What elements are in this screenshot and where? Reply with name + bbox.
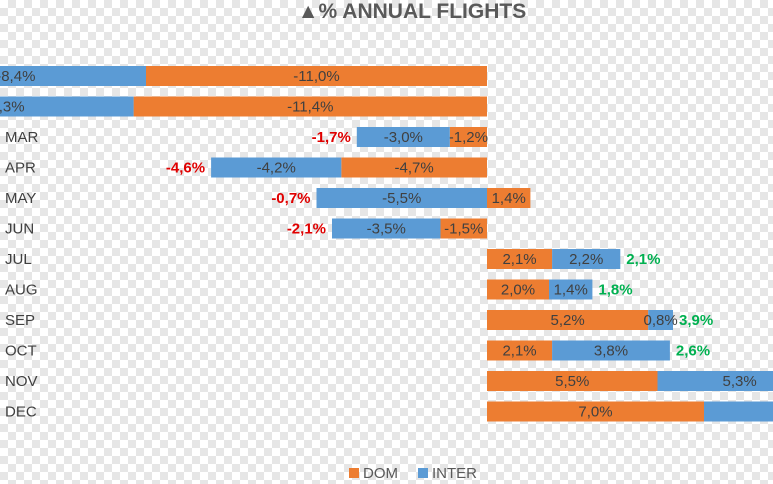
dom-bar-jul <box>487 249 553 269</box>
dom-value-label-sep: 5,2% <box>550 312 584 329</box>
inter-value-label-nov: 5,3% <box>723 373 757 390</box>
month-label-apr: APR <box>5 160 36 177</box>
dom-value-label-jun: -1,5% <box>444 221 483 238</box>
dom-value-label-jul: 2,1% <box>502 251 536 268</box>
total-label-sep: 3,9% <box>679 312 713 329</box>
inter-bar-jul <box>552 249 621 269</box>
month-label-jun: JUN <box>5 221 34 238</box>
inter-bar-jun <box>332 218 441 239</box>
inter-bar-oct <box>552 340 670 361</box>
dom-value-label-jan: -11,0% <box>293 68 339 85</box>
legend-swatch-dom <box>349 468 359 478</box>
dom-value-label-mar: -1,2% <box>449 129 488 146</box>
dom-value-label-may: 1,4% <box>492 190 526 207</box>
month-label-nov: NOV <box>5 373 38 390</box>
inter-value-label-sep: 0,8% <box>643 312 677 329</box>
dom-value-label-apr: -4,7% <box>395 160 434 177</box>
month-label-dec: DEC <box>5 404 37 421</box>
inter-value-label-aug: 1,4% <box>554 282 588 299</box>
dom-value-label-feb: -11,4% <box>287 99 333 116</box>
inter-bar-nov <box>657 371 773 391</box>
inter-bar-feb <box>0 96 134 117</box>
dom-bar-may <box>487 188 531 208</box>
inter-value-label-oct: 3,8% <box>594 343 628 360</box>
inter-value-label-mar: -3,0% <box>384 129 423 146</box>
inter-bar-apr <box>211 157 342 178</box>
inter-value-label-apr: -4,2% <box>257 160 296 177</box>
dom-bar-aug <box>487 279 549 300</box>
dom-value-label-oct: 2,1% <box>502 343 536 360</box>
inter-bar-jan <box>0 66 146 86</box>
dom-bar-apr <box>341 157 487 178</box>
total-label-may: -0,7% <box>271 190 310 207</box>
legend-label-inter: INTER <box>432 465 477 482</box>
dom-bar-feb <box>133 96 487 117</box>
inter-bar-sep <box>648 310 673 330</box>
chart-title: ▲% ANNUAL FLIGHTS <box>298 0 526 23</box>
total-label-apr: -4,6% <box>166 160 205 177</box>
total-label-aug: 1,8% <box>598 282 632 299</box>
inter-value-label-jul: 2,2% <box>569 251 603 268</box>
month-label-mar: MAR <box>5 129 39 146</box>
total-label-oct: 2,6% <box>676 343 710 360</box>
inter-value-label-jun: -3,5% <box>367 221 406 238</box>
month-label-aug: AUG <box>5 282 38 299</box>
total-label-jul: 2,1% <box>626 251 660 268</box>
legend-swatch-inter <box>418 468 428 478</box>
dom-bar-jun <box>440 218 487 239</box>
month-label-jul: JUL <box>5 251 32 268</box>
dom-bar-dec <box>487 401 704 422</box>
legend-label-dom: DOM <box>363 465 398 482</box>
dom-bar-jan <box>146 66 487 86</box>
dom-value-label-aug: 2,0% <box>501 282 535 299</box>
inter-bar-may <box>316 188 487 208</box>
inter-bar-mar <box>356 127 450 147</box>
dom-bar-nov <box>487 371 658 391</box>
inter-value-label-jan: -8,4% <box>0 68 35 85</box>
month-label-sep: SEP <box>5 312 35 329</box>
total-label-mar: -1,7% <box>312 129 351 146</box>
month-label-may: MAY <box>5 190 36 207</box>
month-label-oct: OCT <box>5 343 37 360</box>
dom-bar-sep <box>487 310 649 330</box>
inter-bar-aug <box>549 279 593 300</box>
inter-value-label-feb: -8,3% <box>0 99 25 116</box>
total-label-jun: -2,1% <box>287 221 326 238</box>
inter-value-label-may: -5,5% <box>382 190 421 207</box>
dom-value-label-nov: 5,5% <box>555 373 589 390</box>
inter-bar-dec <box>704 401 773 422</box>
dom-value-label-dec: 7,0% <box>578 404 612 421</box>
dom-bar-mar <box>449 127 487 147</box>
dom-bar-oct <box>487 340 553 361</box>
